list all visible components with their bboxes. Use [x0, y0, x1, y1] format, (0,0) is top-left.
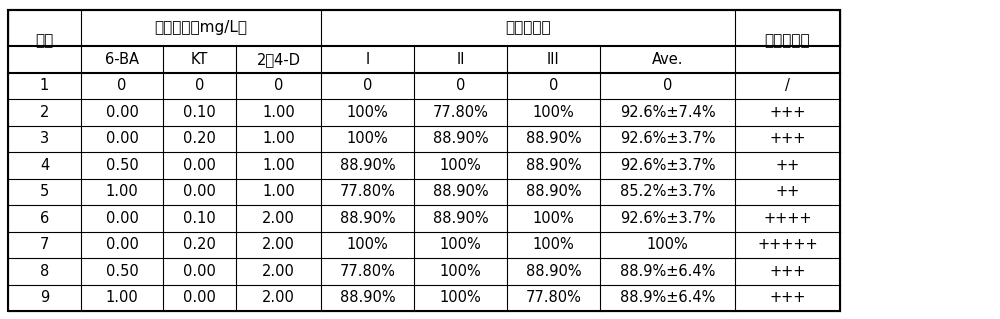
- Text: 1.00: 1.00: [262, 184, 295, 199]
- Text: 1.00: 1.00: [106, 290, 138, 305]
- Text: 0.20: 0.20: [183, 237, 216, 252]
- Text: 77.80%: 77.80%: [433, 105, 488, 120]
- Text: 0: 0: [549, 78, 558, 93]
- Text: 0: 0: [117, 78, 127, 93]
- Text: 1.00: 1.00: [262, 158, 295, 173]
- Text: 100%: 100%: [347, 105, 388, 120]
- Text: 0: 0: [274, 78, 283, 93]
- Text: 100%: 100%: [440, 158, 481, 173]
- Text: 激素浓度（mg/L）: 激素浓度（mg/L）: [154, 20, 247, 35]
- Text: II: II: [456, 52, 465, 67]
- Text: +++: +++: [769, 290, 806, 305]
- Text: 2.00: 2.00: [262, 237, 295, 252]
- Text: 0.00: 0.00: [106, 211, 138, 226]
- Text: Ave.: Ave.: [652, 52, 683, 67]
- Text: 0.10: 0.10: [183, 105, 216, 120]
- Text: KT: KT: [191, 52, 208, 67]
- Text: 0: 0: [195, 78, 204, 93]
- Text: 100%: 100%: [347, 237, 388, 252]
- Text: 0.00: 0.00: [183, 184, 216, 199]
- Text: 0.00: 0.00: [183, 264, 216, 279]
- Text: 100%: 100%: [440, 290, 481, 305]
- Text: 5: 5: [40, 184, 49, 199]
- Text: 7: 7: [40, 237, 49, 252]
- Text: 2.00: 2.00: [262, 264, 295, 279]
- Text: 2.00: 2.00: [262, 211, 295, 226]
- Text: /: /: [785, 78, 790, 93]
- Text: 77.80%: 77.80%: [340, 264, 395, 279]
- Text: 100%: 100%: [347, 131, 388, 146]
- Text: 3: 3: [40, 131, 49, 146]
- Text: 77.80%: 77.80%: [340, 184, 395, 199]
- Bar: [8, 10, 840, 311]
- Text: 92.6%±7.4%: 92.6%±7.4%: [620, 105, 715, 120]
- Text: 88.9%±6.4%: 88.9%±6.4%: [620, 264, 715, 279]
- Text: 88.90%: 88.90%: [433, 211, 488, 226]
- Text: ++++: ++++: [763, 211, 812, 226]
- Text: 0.20: 0.20: [183, 131, 216, 146]
- Text: 88.90%: 88.90%: [340, 211, 395, 226]
- Text: 88.90%: 88.90%: [340, 158, 395, 173]
- Text: 88.90%: 88.90%: [526, 131, 581, 146]
- Text: 100%: 100%: [533, 237, 574, 252]
- Text: 100%: 100%: [533, 211, 574, 226]
- Text: 9: 9: [40, 290, 49, 305]
- Text: 4: 4: [40, 158, 49, 173]
- Text: 0: 0: [363, 78, 372, 93]
- Text: 0.50: 0.50: [106, 264, 138, 279]
- Text: 88.90%: 88.90%: [433, 184, 488, 199]
- Text: ++: ++: [775, 158, 800, 173]
- Text: 100%: 100%: [533, 105, 574, 120]
- Text: +++++: +++++: [757, 237, 818, 252]
- Text: 6: 6: [40, 211, 49, 226]
- Text: 92.6%±3.7%: 92.6%±3.7%: [620, 211, 715, 226]
- Text: 1.00: 1.00: [262, 131, 295, 146]
- Text: 2: 2: [40, 105, 49, 120]
- Text: 0.00: 0.00: [106, 131, 138, 146]
- Text: +++: +++: [769, 131, 806, 146]
- Text: I: I: [365, 52, 370, 67]
- Text: 88.90%: 88.90%: [526, 184, 581, 199]
- Text: 100%: 100%: [440, 237, 481, 252]
- Text: 88.90%: 88.90%: [526, 264, 581, 279]
- Text: 8: 8: [40, 264, 49, 279]
- Text: 处理: 处理: [35, 33, 54, 49]
- Text: 1.00: 1.00: [262, 105, 295, 120]
- Text: 100%: 100%: [647, 237, 688, 252]
- Text: 0.00: 0.00: [106, 237, 138, 252]
- Text: 100%: 100%: [440, 264, 481, 279]
- Text: III: III: [547, 52, 560, 67]
- Text: 1.00: 1.00: [106, 184, 138, 199]
- Text: 77.80%: 77.80%: [526, 290, 581, 305]
- Text: ++: ++: [775, 184, 800, 199]
- Text: 88.90%: 88.90%: [526, 158, 581, 173]
- Text: 1: 1: [40, 78, 49, 93]
- Text: 88.9%±6.4%: 88.9%±6.4%: [620, 290, 715, 305]
- Text: +++: +++: [769, 264, 806, 279]
- Text: 85.2%±3.7%: 85.2%±3.7%: [620, 184, 715, 199]
- Text: 愈伤诱导率: 愈伤诱导率: [505, 20, 551, 35]
- Text: 愈伤生长势: 愈伤生长势: [765, 33, 810, 49]
- Text: 92.6%±3.7%: 92.6%±3.7%: [620, 131, 715, 146]
- Text: 92.6%±3.7%: 92.6%±3.7%: [620, 158, 715, 173]
- Text: 0: 0: [456, 78, 465, 93]
- Text: 6-BA: 6-BA: [105, 52, 139, 67]
- Text: +++: +++: [769, 105, 806, 120]
- Text: 0: 0: [663, 78, 672, 93]
- Text: 0.00: 0.00: [106, 105, 138, 120]
- Text: 0.10: 0.10: [183, 211, 216, 226]
- Text: 0.00: 0.00: [183, 290, 216, 305]
- Text: 88.90%: 88.90%: [433, 131, 488, 146]
- Text: 2，4-D: 2，4-D: [256, 52, 300, 67]
- Text: 0.00: 0.00: [183, 158, 216, 173]
- Text: 2.00: 2.00: [262, 290, 295, 305]
- Text: 0.50: 0.50: [106, 158, 138, 173]
- Text: 88.90%: 88.90%: [340, 290, 395, 305]
